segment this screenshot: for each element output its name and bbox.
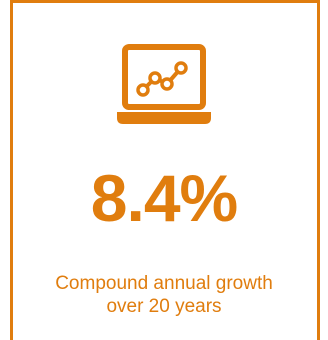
card-border-right (317, 0, 320, 340)
stat-caption: Compound annual growth over 20 years (0, 272, 328, 318)
chart-point (160, 77, 174, 91)
chart-point (174, 61, 188, 75)
laptop-screen (122, 44, 206, 110)
caption-line-2: over 20 years (106, 296, 222, 317)
card-border-top (10, 0, 320, 3)
chart-point (148, 71, 162, 85)
stat-value: 8.4% (90, 161, 238, 235)
caption-line-1: Compound annual growth (55, 273, 273, 294)
card-border-left (10, 0, 13, 340)
laptop-base (117, 112, 211, 124)
chart-point (136, 83, 150, 97)
laptop-line-chart-icon (117, 44, 211, 128)
